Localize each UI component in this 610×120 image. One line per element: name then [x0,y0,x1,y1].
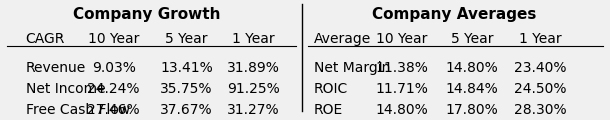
Text: Company Averages: Company Averages [371,7,536,22]
Text: Free Cash Flow: Free Cash Flow [26,103,130,117]
Text: 28.30%: 28.30% [514,103,567,117]
Text: CAGR: CAGR [26,32,65,45]
Text: 35.75%: 35.75% [160,82,213,96]
Text: 11.71%: 11.71% [376,82,429,96]
Text: 5 Year: 5 Year [165,32,208,45]
Text: 9.03%: 9.03% [92,60,135,75]
Text: 91.25%: 91.25% [227,82,280,96]
Text: 23.40%: 23.40% [514,60,567,75]
Text: 31.89%: 31.89% [227,60,280,75]
Text: 11.38%: 11.38% [376,60,429,75]
Text: 17.80%: 17.80% [446,103,498,117]
Text: Net Margin: Net Margin [314,60,390,75]
Text: 24.24%: 24.24% [87,82,140,96]
Text: 14.84%: 14.84% [446,82,498,96]
Text: 14.80%: 14.80% [446,60,498,75]
Text: 24.50%: 24.50% [514,82,567,96]
Text: 5 Year: 5 Year [451,32,493,45]
Text: 31.27%: 31.27% [227,103,280,117]
Text: 1 Year: 1 Year [519,32,562,45]
Text: Company Growth: Company Growth [73,7,221,22]
Text: Average: Average [314,32,371,45]
Text: 37.67%: 37.67% [160,103,213,117]
Text: 27.46%: 27.46% [87,103,140,117]
Text: 10 Year: 10 Year [376,32,428,45]
Text: 10 Year: 10 Year [88,32,140,45]
Text: Revenue: Revenue [26,60,86,75]
Text: ROIC: ROIC [314,82,348,96]
Text: Net Income: Net Income [26,82,106,96]
Text: 13.41%: 13.41% [160,60,213,75]
Text: 1 Year: 1 Year [232,32,274,45]
Text: ROE: ROE [314,103,343,117]
Text: 14.80%: 14.80% [376,103,429,117]
